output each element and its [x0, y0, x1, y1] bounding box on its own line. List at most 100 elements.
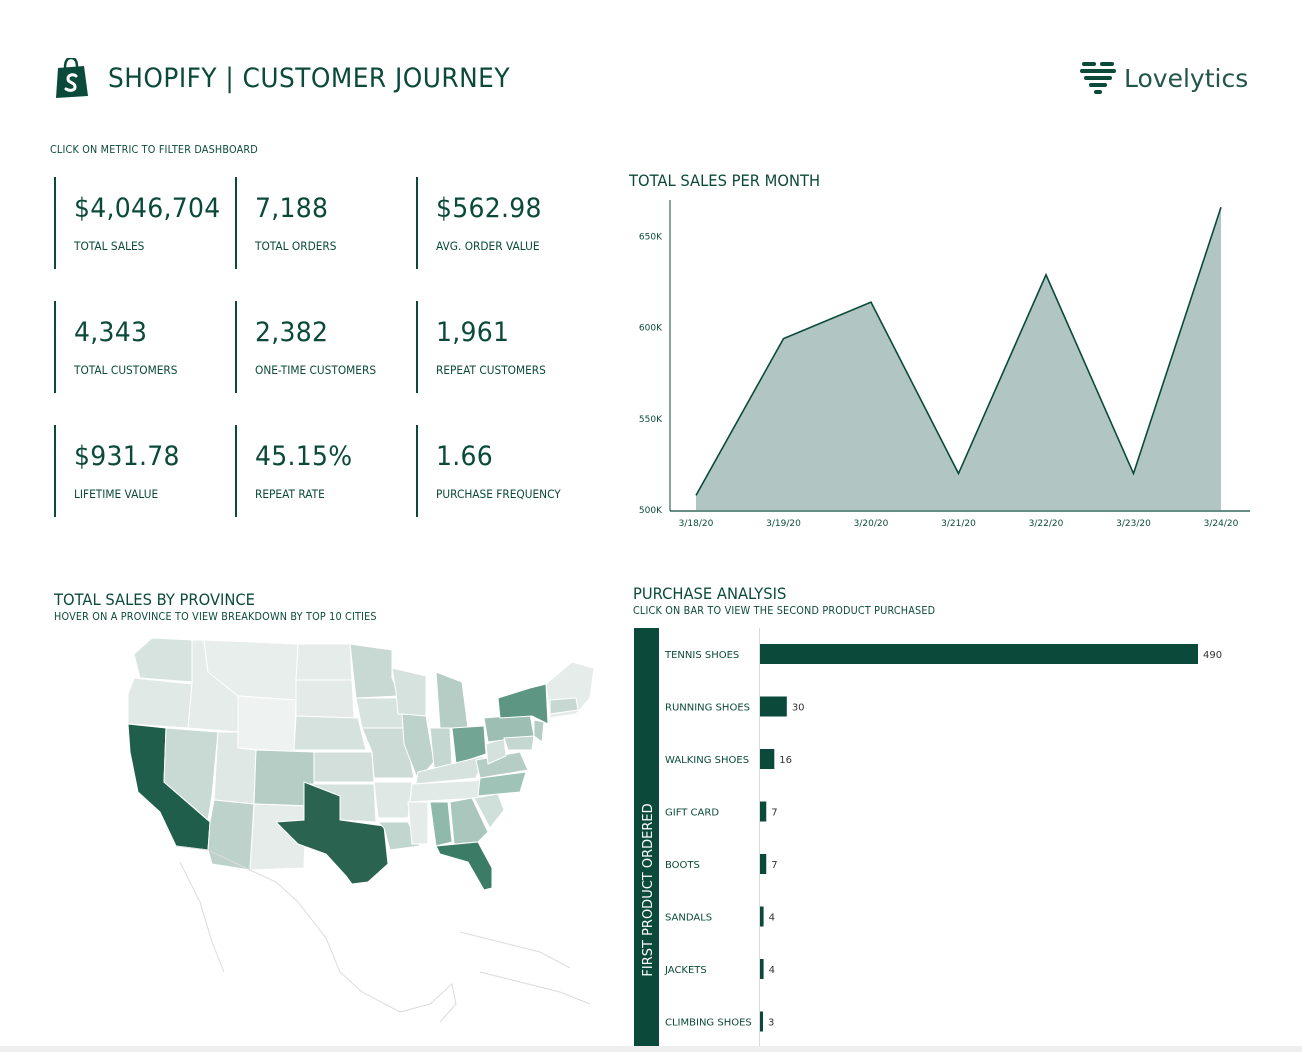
sales-area-fill	[696, 207, 1221, 510]
state-arkansas[interactable]	[373, 781, 413, 819]
kpi-total-customers[interactable]: 4,343 TOTAL CUSTOMERS	[54, 301, 216, 393]
state-nevada[interactable]	[163, 727, 219, 821]
x-tick-label: 3/18/20	[679, 519, 714, 529]
state-missouri[interactable]	[361, 727, 415, 779]
kpi-value: 1,961	[436, 317, 510, 348]
state-wisconsin[interactable]	[391, 667, 427, 717]
kpi-purchase-frequency[interactable]: 1.66 PURCHASE FREQUENCY	[416, 425, 578, 517]
scroll-area-bottom	[0, 1046, 1302, 1052]
kpi-one-time-customers[interactable]: 2,382 ONE-TIME CUSTOMERS	[235, 301, 397, 393]
state-louisiana[interactable]	[376, 821, 421, 851]
kpi-repeat-rate[interactable]: 45.15% REPEAT RATE	[235, 425, 397, 517]
state-florida[interactable]	[435, 841, 493, 891]
kpi-repeat-customers[interactable]: 1,961 REPEAT CUSTOMERS	[416, 301, 578, 393]
state-washington[interactable]	[133, 637, 193, 683]
state-north-carolina[interactable]	[477, 771, 527, 797]
bar[interactable]	[760, 1011, 763, 1032]
bar-category-label: CLIMBING SHOES	[665, 1018, 752, 1029]
sales-data-point[interactable]	[865, 296, 877, 308]
bar-category-label: TENNIS SHOES	[664, 650, 739, 661]
kpi-label: ONE-TIME CUSTOMERS	[255, 363, 377, 377]
state-alabama[interactable]	[429, 801, 453, 847]
kpi-value: 4,343	[74, 317, 148, 348]
bar-value-label: 7	[771, 860, 777, 871]
shopify-bag-icon	[56, 58, 88, 98]
bar-category-label: SANDALS	[665, 913, 712, 924]
kpi-value: $562.98	[436, 193, 542, 224]
bar[interactable]	[760, 644, 1198, 664]
state-texas[interactable]	[274, 781, 389, 885]
kpi-total-orders[interactable]: 7,188 TOTAL ORDERS	[235, 177, 397, 269]
lovelytics-logo-icon	[1080, 62, 1116, 94]
state-south-dakota[interactable]	[295, 679, 355, 719]
axis-band	[634, 628, 659, 1046]
kpi-label: PURCHASE FREQUENCY	[436, 487, 561, 501]
state-new-york[interactable]	[497, 683, 549, 725]
kpi-total-sales[interactable]: $4,046,704 TOTAL SALES	[54, 177, 220, 269]
state-michigan[interactable]	[435, 671, 469, 729]
state-north-dakota[interactable]	[295, 643, 353, 681]
bar-value-label: 4	[769, 913, 775, 924]
kpi-value: 7,188	[255, 193, 329, 224]
sales-data-point[interactable]	[690, 489, 702, 501]
state-oregon[interactable]	[127, 677, 193, 729]
bar[interactable]	[760, 959, 764, 979]
state-wyoming[interactable]	[237, 695, 297, 753]
bar-category-label: JACKETS	[664, 965, 707, 976]
kpi-lifetime-value[interactable]: $931.78 LIFETIME VALUE	[54, 425, 216, 517]
kpi-value: $4,046,704	[74, 193, 221, 224]
state-ohio[interactable]	[451, 725, 487, 765]
purchase-bar-chart[interactable]: FIRST PRODUCT ORDERED TENNIS SHOES 490 RUNN…	[634, 628, 1254, 1046]
kpi-avg-order-value[interactable]: $562.98 AVG. ORDER VALUE	[416, 177, 578, 269]
state-kentucky[interactable]	[415, 755, 485, 785]
state-maryland[interactable]	[503, 735, 535, 751]
x-tick-label: 3/24/20	[1204, 519, 1239, 529]
kpi-label: LIFETIME VALUE	[74, 487, 159, 501]
bar-chart-subtitle: CLICK ON BAR TO VIEW THE SECOND PRODUCT …	[633, 605, 936, 617]
state-massachusetts[interactable]	[549, 697, 579, 715]
sales-data-point[interactable]	[953, 468, 965, 480]
sales-area-chart[interactable]: 500K 550K 600K 650K 3/18/20 3/19/20 3/20/20 3/2…	[620, 195, 1260, 535]
sales-data-point[interactable]	[1040, 269, 1052, 281]
kpi-value: 45.15%	[255, 441, 353, 472]
bar-chart-title: PURCHASE ANALYSIS	[633, 584, 787, 603]
us-sales-map[interactable]	[100, 632, 600, 1044]
state-arizona[interactable]	[207, 799, 255, 871]
x-tick-label: 3/23/20	[1116, 519, 1151, 529]
state-georgia[interactable]	[449, 797, 489, 845]
kpi-value: $931.78	[74, 441, 180, 472]
bar[interactable]	[760, 854, 767, 874]
bar[interactable]	[760, 906, 764, 927]
state-south-carolina[interactable]	[473, 793, 505, 829]
kpi-hint: CLICK ON METRIC TO FILTER DASHBOARD	[50, 144, 258, 156]
sales-data-point[interactable]	[778, 333, 790, 345]
bar-category-label: WALKING SHOES	[665, 755, 749, 766]
brand-name: Lovelytics	[1124, 63, 1249, 93]
x-tick-label: 3/20/20	[854, 519, 889, 529]
bar-category-label: GIFT CARD	[665, 808, 719, 819]
kpi-label: REPEAT RATE	[255, 487, 325, 501]
y-axis-title: FIRST PRODUCT ORDERED	[641, 803, 656, 976]
bar[interactable]	[760, 801, 767, 822]
kpi-label: TOTAL ORDERS	[255, 239, 337, 253]
y-tick-label: 500K	[639, 506, 663, 516]
state-nebraska[interactable]	[293, 715, 367, 751]
kpi-label: REPEAT CUSTOMERS	[436, 363, 546, 377]
y-tick-label: 550K	[639, 415, 663, 425]
state-new-jersey[interactable]	[533, 719, 545, 743]
bar-category-label: RUNNING SHOES	[665, 703, 750, 714]
bar-value-label: 3	[768, 1018, 774, 1029]
bar[interactable]	[760, 749, 775, 769]
bar[interactable]	[760, 696, 787, 717]
sales-data-point[interactable]	[1215, 201, 1227, 213]
bar-category-label: BOOTS	[665, 860, 700, 871]
state-indiana[interactable]	[429, 727, 453, 769]
state-mississippi[interactable]	[407, 801, 429, 845]
kpi-label: TOTAL SALES	[74, 239, 145, 253]
sales-data-point[interactable]	[1128, 468, 1140, 480]
mexico-outline	[175, 845, 591, 1023]
x-tick-label: 3/19/20	[766, 519, 801, 529]
state-kansas[interactable]	[313, 751, 375, 783]
sales-series-line	[695, 207, 1222, 496]
x-tick-label: 3/21/20	[941, 519, 976, 529]
